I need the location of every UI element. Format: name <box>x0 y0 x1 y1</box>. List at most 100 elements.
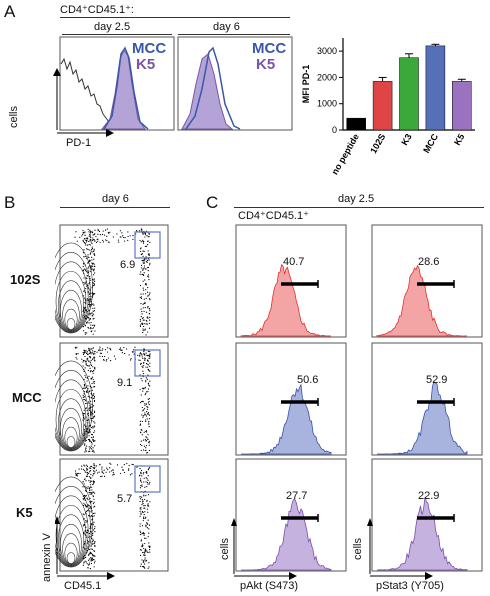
dot <box>140 449 142 452</box>
dot <box>142 372 145 375</box>
dot <box>86 428 89 430</box>
contour <box>55 252 91 333</box>
dot <box>82 419 84 421</box>
dot <box>96 351 98 353</box>
dot <box>89 351 92 354</box>
dot <box>87 369 89 372</box>
dot <box>92 491 94 493</box>
dot <box>85 534 87 537</box>
dot <box>88 514 90 517</box>
dot <box>109 462 111 464</box>
contour <box>57 398 85 450</box>
dot <box>76 346 78 348</box>
dot <box>142 287 144 289</box>
dot <box>90 527 92 529</box>
dot <box>147 270 149 272</box>
dot <box>83 497 85 499</box>
dot <box>84 400 87 402</box>
dot <box>85 239 88 242</box>
dot <box>113 355 116 357</box>
dot <box>89 493 91 495</box>
dot <box>107 357 110 359</box>
dot <box>144 408 146 410</box>
dot <box>89 289 91 291</box>
dot <box>91 397 93 399</box>
dot <box>88 540 90 543</box>
dot <box>92 515 94 518</box>
dot <box>83 384 85 386</box>
panel-a-subheader-day6: day 6 <box>213 21 240 33</box>
dot <box>74 470 77 472</box>
panel-c-x-axis-label-2: pStat3 (Y705) <box>376 580 444 592</box>
dot <box>146 363 148 365</box>
dot <box>83 352 85 354</box>
dot <box>108 232 110 234</box>
dot <box>127 239 129 242</box>
dot <box>122 236 125 239</box>
dot <box>88 479 90 482</box>
dot <box>84 300 87 302</box>
dot <box>85 445 88 447</box>
dot <box>83 290 85 292</box>
dot <box>94 353 96 355</box>
dot <box>84 316 86 318</box>
dot <box>91 553 93 555</box>
dot <box>98 230 101 233</box>
panel-a-subrule-1 <box>62 34 172 35</box>
dot <box>88 409 91 411</box>
dot <box>148 528 150 530</box>
dot <box>93 263 95 265</box>
dot <box>143 362 145 364</box>
dot <box>91 327 93 330</box>
dot <box>93 381 96 383</box>
dot <box>86 298 89 300</box>
dot <box>85 361 87 363</box>
dot <box>89 471 91 473</box>
dotplot-box-0 <box>59 224 169 338</box>
dot <box>139 420 141 422</box>
dot <box>143 477 145 479</box>
dot <box>86 550 89 552</box>
dot <box>143 495 145 497</box>
dot <box>88 504 90 507</box>
phospho-box-1-0 <box>371 224 483 338</box>
dot <box>93 359 96 361</box>
dot <box>144 306 146 309</box>
dot <box>128 464 130 467</box>
dot <box>89 486 92 488</box>
dot <box>139 320 141 322</box>
dot <box>93 501 95 503</box>
dot <box>149 353 151 355</box>
dot <box>139 325 142 327</box>
dot <box>126 462 128 465</box>
panel-a-header: CD4⁺CD45.1⁺: <box>60 4 134 16</box>
dot <box>140 484 142 487</box>
dot <box>119 236 121 238</box>
dot <box>94 265 96 267</box>
legend-mcc-day6: MCC <box>252 40 287 57</box>
dot <box>141 313 143 315</box>
dot <box>145 283 147 285</box>
dot <box>78 468 80 470</box>
dot <box>82 309 85 311</box>
dot <box>147 511 149 513</box>
dot <box>147 364 149 366</box>
dot <box>140 253 142 256</box>
dot <box>142 551 144 554</box>
dot <box>144 232 146 234</box>
dot <box>147 519 149 521</box>
dot <box>88 438 91 441</box>
dot <box>132 464 134 466</box>
dot <box>147 244 149 246</box>
dot <box>103 475 106 478</box>
dot <box>142 439 145 441</box>
dot <box>145 447 147 449</box>
dot <box>147 505 149 507</box>
row-label-k5: K5 <box>16 505 33 520</box>
contour <box>60 407 82 450</box>
dot <box>89 541 91 543</box>
dot <box>142 532 144 534</box>
dot <box>85 318 88 320</box>
dot <box>89 507 91 509</box>
dot <box>119 230 121 232</box>
